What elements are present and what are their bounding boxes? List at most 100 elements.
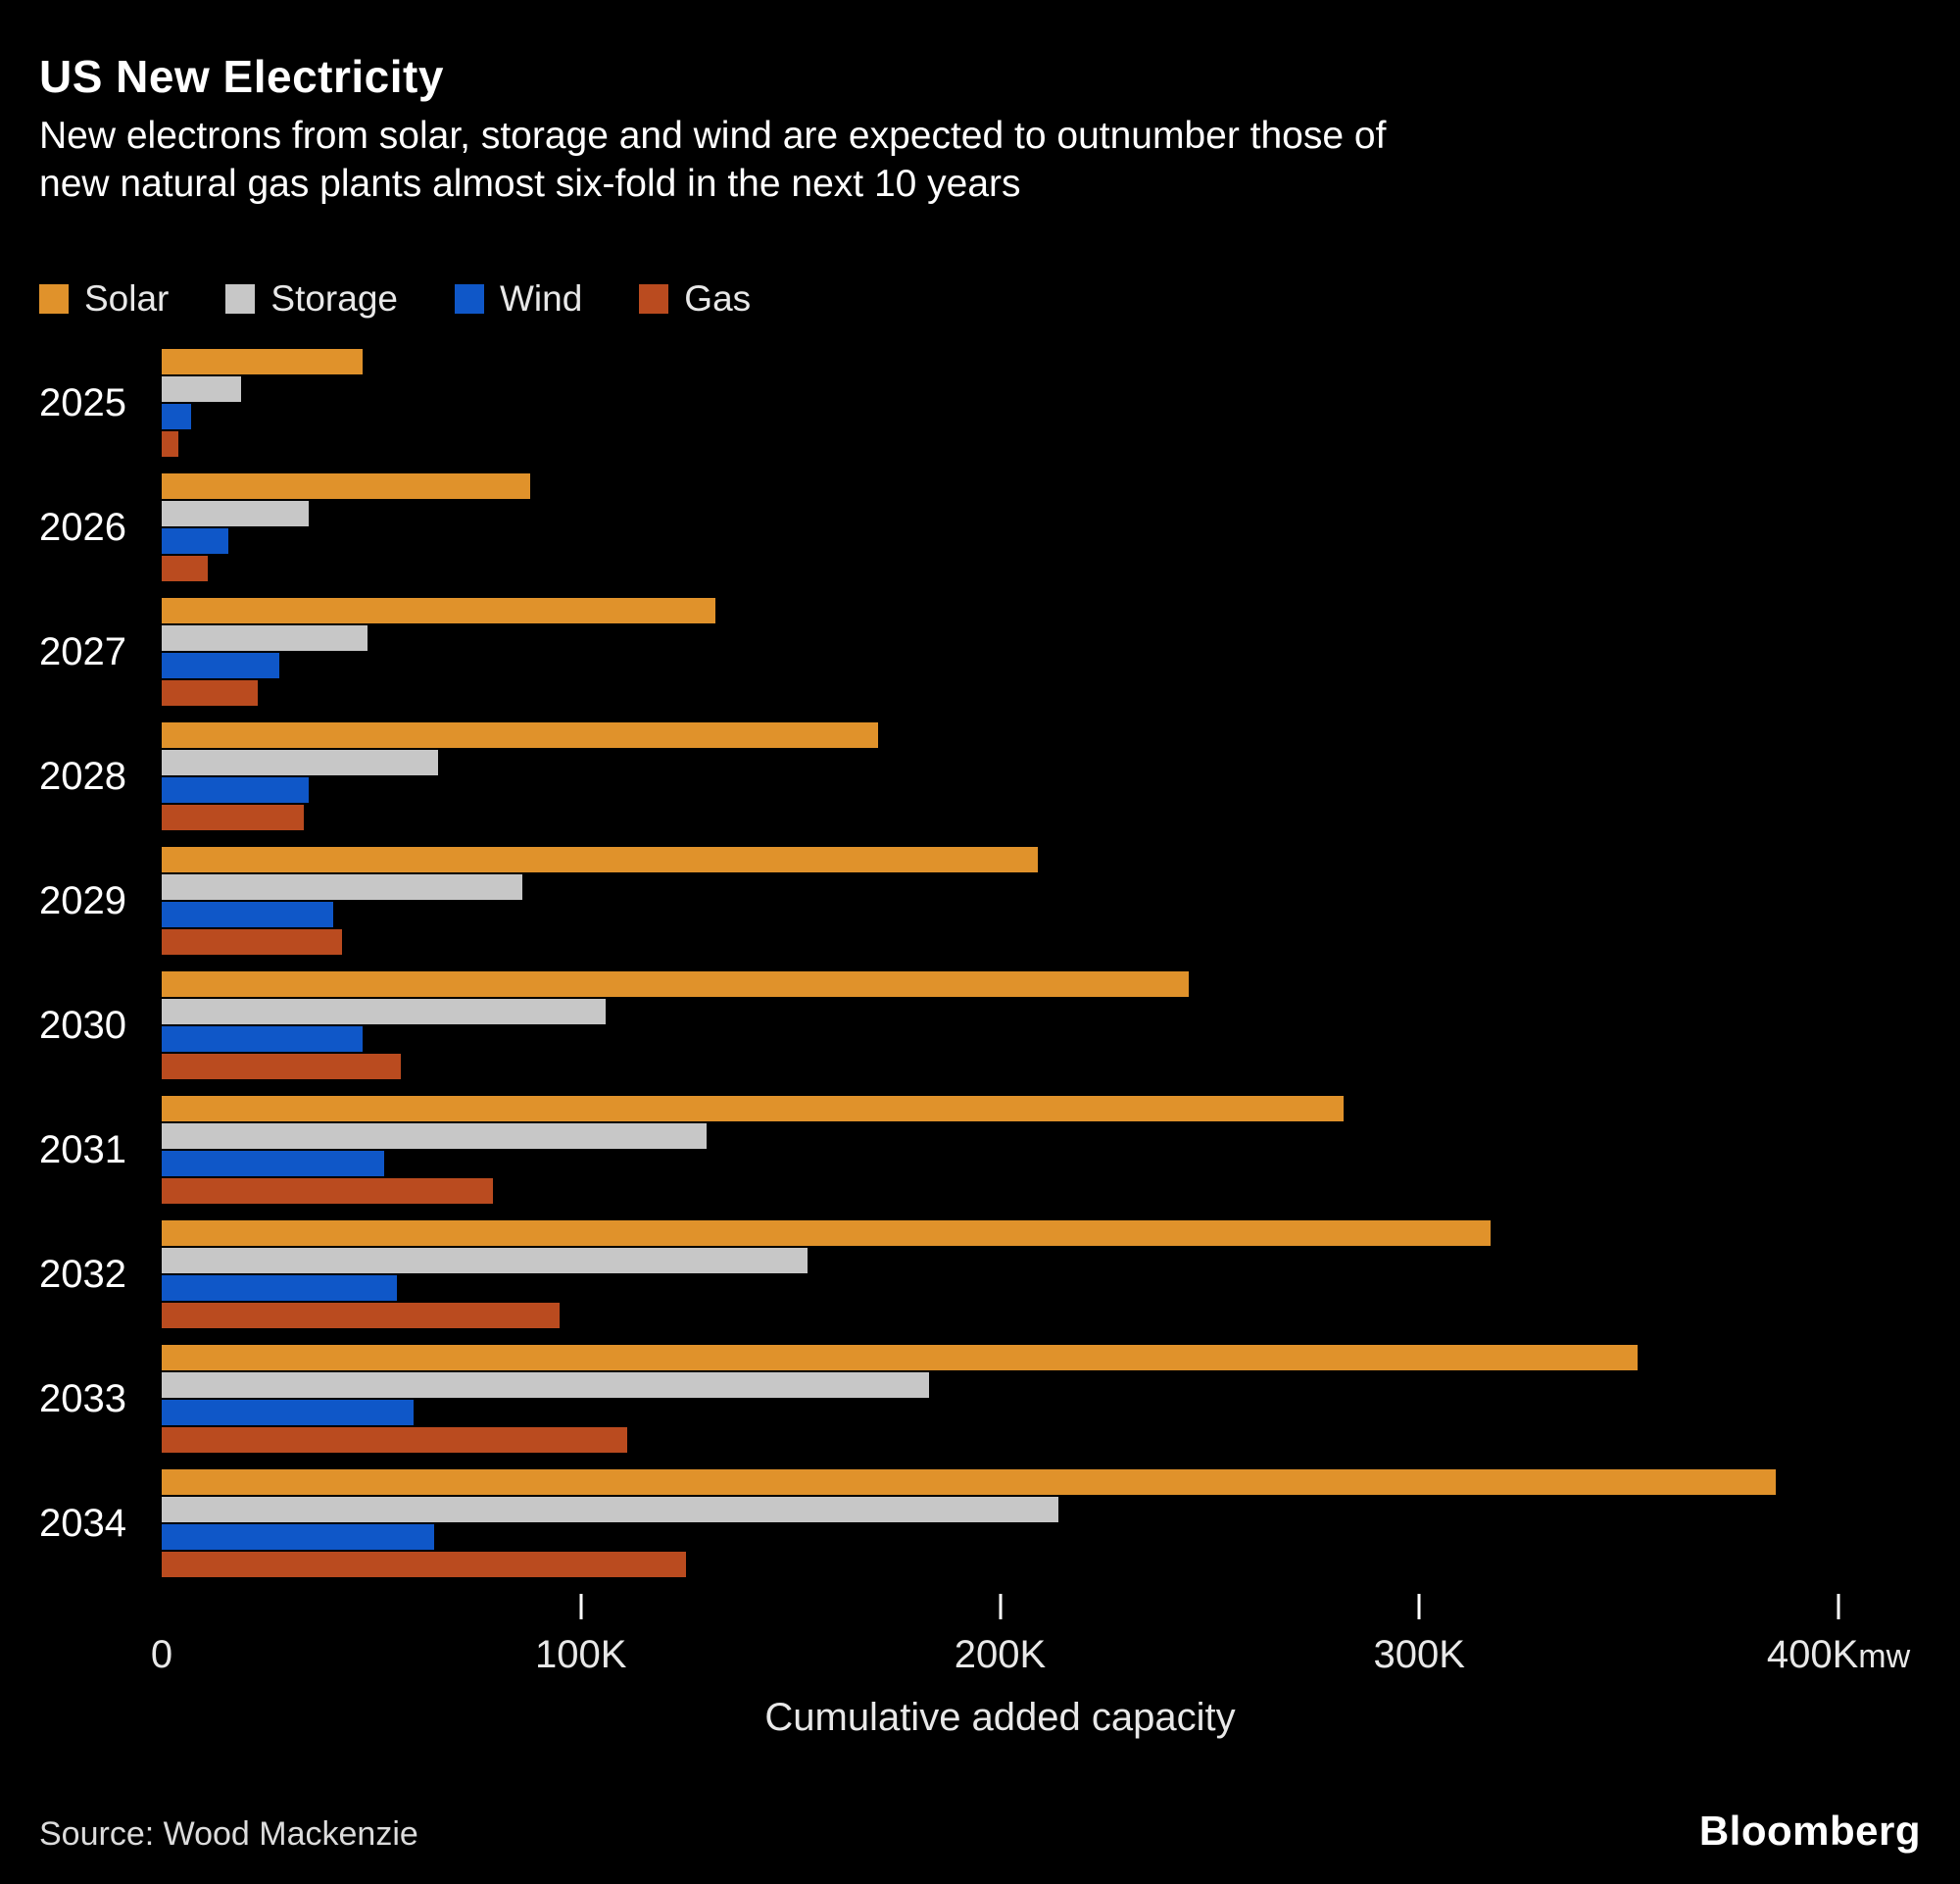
bars-2025 (162, 349, 1838, 458)
x-axis-tick-300k (1417, 1594, 1421, 1620)
x-axis-tick-label-400k: 400Kmw (1766, 1633, 1911, 1677)
bar-storage-2033 (162, 1372, 929, 1399)
bar-storage-2030 (162, 999, 607, 1025)
year-label: 2034 (39, 1501, 126, 1545)
bars-2033 (162, 1345, 1838, 1454)
bar-wind-2031 (162, 1151, 384, 1177)
bar-solar-2031 (162, 1096, 1345, 1122)
bar-solar-2030 (162, 971, 1189, 998)
bar-gas-2029 (162, 929, 342, 956)
chart-title: US New Electricity (39, 51, 444, 102)
bar-solar-2034 (162, 1469, 1776, 1496)
year-group-2027: 2027 (39, 598, 1921, 707)
legend: Solar Storage Wind Gas (39, 278, 1921, 320)
bars-2032 (162, 1220, 1838, 1329)
bar-solar-2032 (162, 1220, 1491, 1247)
year-label: 2026 (39, 505, 126, 549)
bar-storage-2026 (162, 501, 309, 527)
bar-storage-2034 (162, 1497, 1059, 1523)
year-group-2028: 2028 (39, 722, 1921, 831)
year-group-2033: 2033 (39, 1345, 1921, 1454)
bar-storage-2032 (162, 1248, 808, 1274)
x-axis-tick-100k (579, 1594, 583, 1620)
bar-gas-2033 (162, 1427, 627, 1454)
legend-item-storage: Storage (225, 278, 398, 320)
year-group-2029: 2029 (39, 847, 1921, 956)
year-label: 2028 (39, 754, 126, 798)
bar-wind-2034 (162, 1524, 435, 1551)
bar-gas-2026 (162, 556, 209, 582)
bar-wind-2028 (162, 777, 309, 804)
year-label: 2031 (39, 1127, 126, 1171)
bar-wind-2032 (162, 1275, 397, 1302)
chart-subtitle-line1: New electrons from solar, storage and wi… (39, 114, 1387, 157)
x-axis-unit: mw (1858, 1638, 1911, 1676)
bars-2028 (162, 722, 1838, 831)
x-axis-tick-label-100k: 100K (535, 1633, 627, 1677)
x-axis-tick-label-300k: 300K (1373, 1633, 1465, 1677)
bar-storage-2025 (162, 376, 242, 403)
x-axis-tick-200k (999, 1594, 1002, 1620)
year-group-2025: 2025 (39, 349, 1921, 458)
legend-label: Storage (270, 278, 398, 320)
year-group-2034: 2034 (39, 1469, 1921, 1578)
year-group-2032: 2032 (39, 1220, 1921, 1329)
bar-storage-2027 (162, 625, 368, 652)
bar-solar-2026 (162, 473, 531, 500)
legend-swatch-gas (639, 284, 669, 315)
bar-gas-2025 (162, 431, 179, 458)
chart-subtitle-line2: new natural gas plants almost six-fold i… (39, 162, 1021, 205)
bar-gas-2032 (162, 1303, 561, 1329)
year-group-2030: 2030 (39, 971, 1921, 1080)
source-credit: Source: Wood Mackenzie (39, 1815, 418, 1854)
bar-gas-2028 (162, 805, 305, 831)
bar-solar-2028 (162, 722, 879, 749)
bar-storage-2031 (162, 1123, 708, 1150)
bar-solar-2025 (162, 349, 364, 375)
year-label: 2030 (39, 1003, 126, 1047)
x-axis-tick-label-0: 0 (150, 1633, 173, 1677)
legend-swatch-solar (39, 284, 69, 315)
bar-wind-2027 (162, 653, 279, 679)
bar-solar-2033 (162, 1345, 1638, 1371)
bars-2029 (162, 847, 1838, 956)
year-label: 2027 (39, 629, 126, 673)
bar-solar-2029 (162, 847, 1038, 873)
x-axis-tick-label-200k: 200K (954, 1633, 1047, 1677)
bars-2027 (162, 598, 1838, 707)
bars-2034 (162, 1469, 1838, 1578)
legend-label: Wind (499, 278, 583, 320)
legend-swatch-wind (454, 284, 484, 315)
legend-label: Solar (84, 278, 170, 320)
bar-wind-2025 (162, 404, 191, 430)
bar-chart: 2025 2026 2027 2028 2029 2030 2031 2032 2033 2034 (39, 349, 1921, 1578)
legend-label: Gas (684, 278, 752, 320)
year-label: 2025 (39, 380, 126, 424)
x-axis-tick-400k (1837, 1594, 1840, 1620)
bar-wind-2033 (162, 1400, 414, 1426)
bars-2030 (162, 971, 1838, 1080)
chart-subtitle: New electrons from solar, storage and wi… (39, 113, 1921, 209)
legend-item-gas: Gas (639, 278, 751, 320)
bar-storage-2029 (162, 874, 522, 901)
bar-wind-2026 (162, 528, 229, 555)
bar-wind-2029 (162, 902, 334, 928)
bar-gas-2027 (162, 680, 259, 707)
year-group-2026: 2026 (39, 473, 1921, 582)
legend-swatch-storage (225, 284, 256, 315)
year-group-2031: 2031 (39, 1096, 1921, 1205)
bars-2031 (162, 1096, 1838, 1205)
x-axis-title: Cumulative added capacity (764, 1696, 1236, 1740)
bar-gas-2031 (162, 1178, 493, 1205)
legend-item-solar: Solar (39, 278, 169, 320)
footer: Source: Wood Mackenzie Bloomberg (39, 1808, 1921, 1855)
bar-solar-2027 (162, 598, 715, 624)
bars-2026 (162, 473, 1838, 582)
year-label: 2033 (39, 1376, 126, 1420)
x-axis: 0 100K 200K 300K 400Kmw Cumulative added cap… (151, 1594, 1910, 1741)
bar-wind-2030 (162, 1026, 364, 1053)
legend-item-wind: Wind (454, 278, 583, 320)
bar-gas-2034 (162, 1552, 686, 1578)
x-axis-labels: 0 100K 200K 300K 400Kmw (151, 1633, 1910, 1680)
